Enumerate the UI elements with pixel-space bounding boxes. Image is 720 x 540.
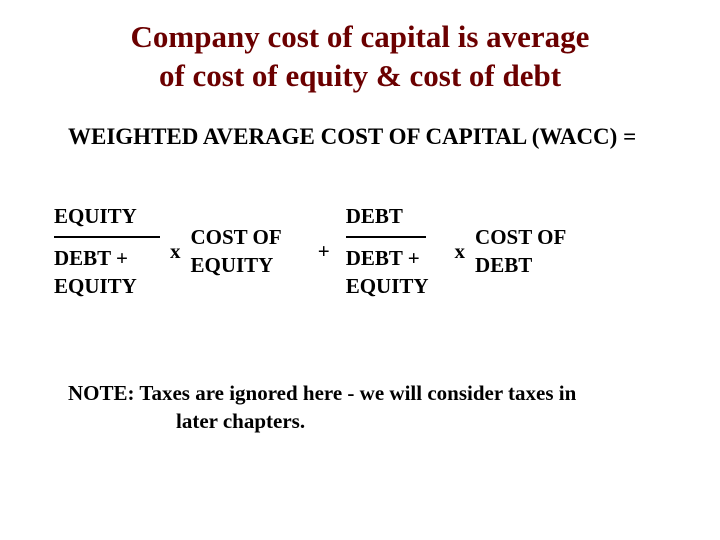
cost-of-equity-line2: EQUITY [191, 251, 282, 279]
equity-denominator-line2: EQUITY [54, 272, 137, 300]
equity-numerator: EQUITY [54, 202, 137, 234]
cost-of-debt: COST OF DEBT [475, 223, 566, 280]
cost-of-debt-line2: DEBT [475, 251, 566, 279]
slide: Company cost of capital is average of co… [0, 0, 720, 540]
debt-denominator-line2: EQUITY [346, 272, 429, 300]
cost-of-debt-line1: COST OF [475, 223, 566, 251]
plus-operator: + [282, 239, 346, 264]
fraction-bar-icon [346, 236, 426, 238]
debt-numerator: DEBT [346, 202, 403, 234]
wacc-formula: EQUITY DEBT + EQUITY x COST OF EQUITY + … [0, 202, 720, 301]
multiply-operator: x [160, 239, 191, 264]
title-line-2: of cost of equity & cost of debt [0, 57, 720, 96]
equity-denominator-line1: DEBT + [54, 244, 128, 272]
multiply-operator: x [429, 239, 476, 264]
title-line-1: Company cost of capital is average [0, 18, 720, 57]
cost-of-equity-line1: COST OF [191, 223, 282, 251]
footnote-line2: later chapters. [68, 407, 660, 435]
slide-title: Company cost of capital is average of co… [0, 0, 720, 96]
equity-fraction: EQUITY DEBT + EQUITY [54, 202, 160, 301]
wacc-subhead: WEIGHTED AVERAGE COST OF CAPITAL (WACC) … [0, 124, 720, 150]
debt-denominator-line1: DEBT + [346, 244, 420, 272]
fraction-bar-icon [54, 236, 160, 238]
footnote: NOTE: Taxes are ignored here - we will c… [0, 379, 720, 436]
debt-fraction: DEBT DEBT + EQUITY [346, 202, 429, 301]
footnote-line1: NOTE: Taxes are ignored here - we will c… [68, 379, 660, 407]
cost-of-equity: COST OF EQUITY [191, 223, 282, 280]
